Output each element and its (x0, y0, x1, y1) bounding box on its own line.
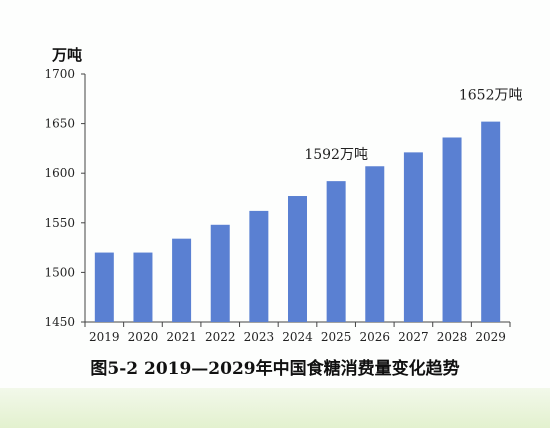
bar-2019 (94, 252, 114, 322)
x-tick-label: 2023 (244, 330, 275, 344)
x-tick-label: 2029 (475, 330, 506, 344)
x-tick-label: 2027 (398, 330, 429, 344)
x-tick-label: 2019 (89, 330, 120, 344)
y-tick-label: 1500 (44, 265, 75, 279)
bar-2020 (133, 252, 153, 322)
bottom-band (0, 388, 550, 428)
data-label-2025: 1592万吨 (304, 147, 368, 163)
chart-caption: 图5-2 2019—2029年中国食糖消费量变化趋势 (90, 359, 460, 379)
y-tick-label: 1650 (44, 117, 75, 131)
y-tick-label: 1700 (44, 67, 75, 81)
y-tick-label: 1600 (44, 166, 75, 180)
x-tick-label: 2026 (359, 330, 390, 344)
y-unit-label: 万吨 (51, 46, 82, 64)
bar-2028 (442, 137, 462, 322)
bar-2029 (481, 121, 501, 322)
bar-2027 (403, 152, 423, 322)
x-tick-label: 2025 (321, 330, 352, 344)
bar-2022 (210, 224, 230, 322)
x-tick-label: 2022 (205, 330, 236, 344)
bar-2021 (172, 238, 192, 322)
y-tick-label: 1550 (44, 216, 75, 230)
x-tick-label: 2021 (166, 330, 197, 344)
x-tick-label: 2024 (282, 330, 313, 344)
bar-2024 (288, 196, 307, 322)
x-tick-label: 2028 (437, 330, 468, 344)
data-label-2029: 1652万吨 (459, 88, 523, 104)
x-tick-label: 2020 (128, 330, 159, 344)
bar-2023 (249, 210, 269, 322)
bar-2025 (326, 181, 346, 322)
bar-2026 (365, 166, 385, 322)
bar-chart: 万吨 1450 1500 1550 1600 1650 1700 2019 2020 2021 2… (44, 46, 523, 344)
y-tick-label: 1450 (44, 315, 75, 329)
